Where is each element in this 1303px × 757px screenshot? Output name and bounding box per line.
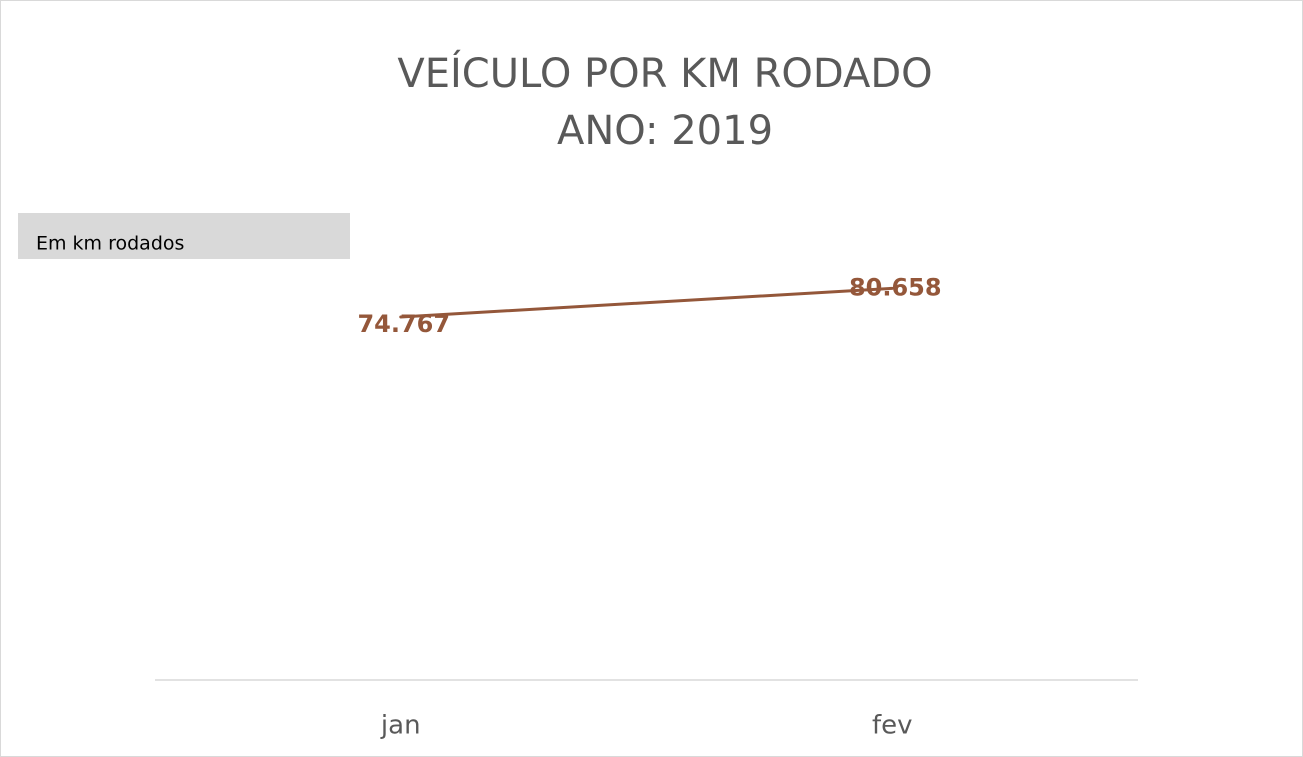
x-tick-label: fev — [872, 711, 913, 741]
chart-title: ANO: 2019 — [557, 108, 773, 154]
data-label: 80.658 — [849, 273, 942, 301]
data-line — [399, 286, 894, 319]
chart-title: VEÍCULO POR KM RODADO — [397, 49, 932, 97]
annotation-box — [18, 213, 350, 259]
data-label: 74.767 — [357, 310, 450, 338]
x-tick-label: jan — [380, 711, 421, 741]
annotation: Em km rodados — [36, 233, 184, 255]
